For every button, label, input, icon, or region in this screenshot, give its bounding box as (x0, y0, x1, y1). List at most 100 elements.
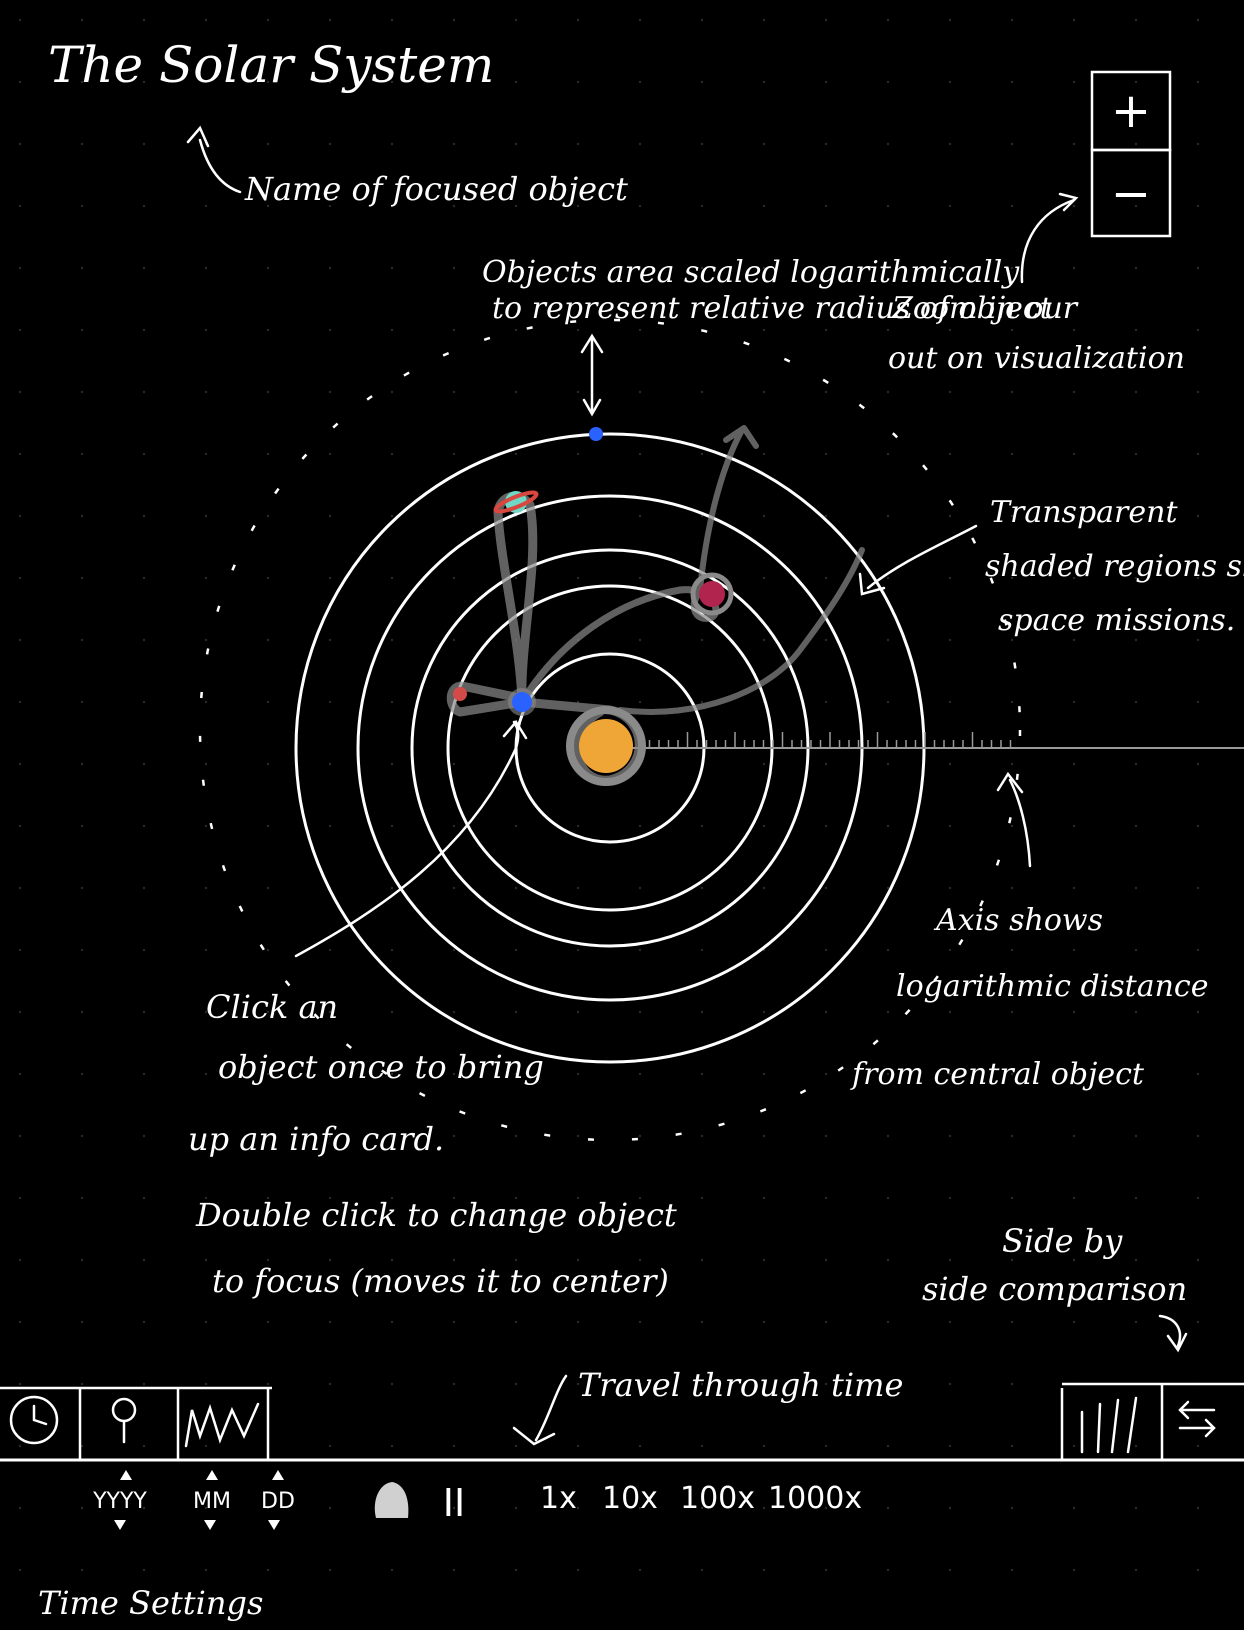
swap-button[interactable] (1178, 1400, 1216, 1438)
grid-dot (80, 1568, 84, 1572)
grid-dot (638, 142, 642, 146)
zoom-out-button[interactable]: − (1092, 150, 1170, 236)
planet-outer[interactable] (690, 572, 734, 616)
speed-10x-button[interactable]: 10x (602, 1481, 658, 1516)
grid-dot (638, 514, 642, 518)
grid-dot (948, 700, 952, 704)
pause-button[interactable]: II (443, 1481, 465, 1525)
grid-dot (762, 390, 766, 394)
grid-dot (328, 1010, 332, 1014)
grid-dot (80, 1382, 84, 1386)
grid-dot (638, 638, 642, 642)
grid-dot (700, 514, 704, 518)
grid-dot (762, 452, 766, 456)
grid-dot (638, 80, 642, 84)
sun[interactable] (566, 706, 646, 786)
grid-dot (762, 1506, 766, 1510)
grid-dot (638, 1010, 642, 1014)
speed-label: 1x (540, 1481, 577, 1516)
grid-dot (452, 1134, 456, 1138)
grid-dot (266, 700, 270, 704)
grid-dot (762, 824, 766, 828)
grid-dot (1010, 1134, 1014, 1138)
grid-dot (948, 1568, 952, 1572)
planet-mars[interactable] (453, 687, 467, 701)
grid-dot (266, 1196, 270, 1200)
grid-dot (824, 514, 828, 518)
grid-dot (948, 576, 952, 580)
year-stepper[interactable]: YYYY (92, 1470, 147, 1530)
grid-dot (204, 204, 208, 208)
planet-top-orbit[interactable] (589, 427, 603, 441)
grid-dot (1134, 18, 1138, 22)
grid-dot (1134, 1568, 1138, 1572)
grid-dot (328, 1320, 332, 1324)
grid-dot (1196, 576, 1200, 580)
planet-earth[interactable] (508, 688, 536, 716)
grid-dot (452, 1258, 456, 1262)
grid-dot (328, 1382, 332, 1386)
grid-dot (638, 948, 642, 952)
grid-dot (514, 266, 518, 270)
earth-body (512, 692, 532, 712)
annotation-text: Axis shows (933, 903, 1103, 938)
grid-dot (18, 1010, 22, 1014)
grid-dot (824, 1506, 828, 1510)
grid-dot (762, 1196, 766, 1200)
grid-dot (886, 1506, 890, 1510)
grid-dot (204, 266, 208, 270)
grid-dot (824, 142, 828, 146)
grid-dot (204, 948, 208, 952)
grid-dot (80, 204, 84, 208)
side-by-side-button[interactable] (1080, 1396, 1138, 1454)
grid-dot (824, 700, 828, 704)
map-pin-button[interactable] (111, 1397, 137, 1444)
planet-saturn[interactable] (493, 489, 539, 515)
grid-dot (452, 80, 456, 84)
grid-dot (1196, 762, 1200, 766)
grid-dot (638, 390, 642, 394)
grid-dot (762, 1444, 766, 1448)
grid-dot (514, 18, 518, 22)
grid-dot (824, 80, 828, 84)
speed-1000x-button[interactable]: 1000x (768, 1481, 862, 1516)
grid-dot (1072, 1010, 1076, 1014)
grid-dot (948, 948, 952, 952)
grid-dot (1010, 1072, 1014, 1076)
grid-dot (142, 886, 146, 890)
grid-dot (1072, 1568, 1076, 1572)
rewind-button[interactable] (374, 1482, 409, 1518)
grid-dot (1072, 948, 1076, 952)
grid-dot (700, 1506, 704, 1510)
grid-dot (824, 948, 828, 952)
grid-dot (1196, 948, 1200, 952)
day-stepper[interactable]: DD (261, 1470, 295, 1530)
annotation-name-focused: Name of focused object (186, 125, 628, 208)
grid-dot (824, 390, 828, 394)
speed-100x-button[interactable]: 100x (680, 1481, 755, 1516)
grid-dot (948, 204, 952, 208)
grid-dot (328, 18, 332, 22)
annotation-text: Travel through time (578, 1366, 903, 1404)
chart-line-button[interactable] (184, 1402, 260, 1448)
speed-1x-button[interactable]: 1x (540, 1481, 577, 1516)
grid-dot (390, 638, 394, 642)
annotation-missions: Transparent shaded regions show space mi… (858, 495, 1244, 638)
grid-dot (762, 266, 766, 270)
grid-dot (576, 1010, 580, 1014)
grid-dot (390, 1258, 394, 1262)
grid-dot (452, 1196, 456, 1200)
grid-dot (452, 18, 456, 22)
month-stepper[interactable]: MM (193, 1470, 231, 1530)
grid-dot (638, 1444, 642, 1448)
grid-dot (948, 18, 952, 22)
grid-dot (452, 204, 456, 208)
caret-down-icon (114, 1520, 126, 1530)
clock-button[interactable] (9, 1395, 59, 1445)
grid-dot (1134, 1010, 1138, 1014)
grid-dot (204, 514, 208, 518)
grid-dot (18, 328, 22, 332)
zoom-in-button[interactable]: + (1092, 72, 1170, 150)
caret-up-icon (272, 1470, 284, 1480)
grid-dot (80, 824, 84, 828)
